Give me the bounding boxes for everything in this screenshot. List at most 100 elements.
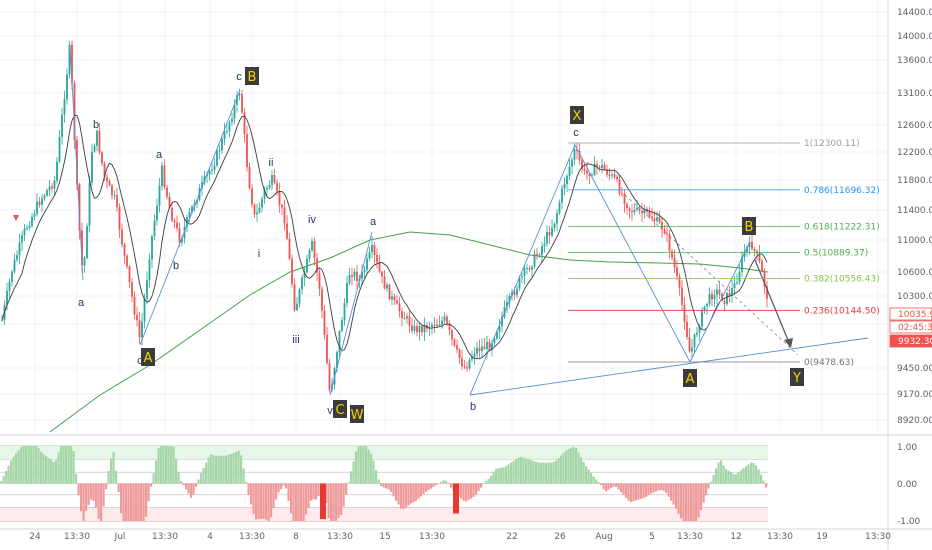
osc-bar xyxy=(435,483,438,486)
price-tick-label: 11400.00 xyxy=(897,206,932,216)
wave-label-v: v xyxy=(327,405,333,417)
osc-bar xyxy=(257,483,260,520)
candle-body xyxy=(513,292,516,296)
candle-body xyxy=(11,271,13,282)
osc-bar xyxy=(272,483,275,508)
osc-bar xyxy=(480,483,483,488)
osc-bar xyxy=(105,483,108,490)
candle-body xyxy=(461,358,463,367)
osc-bar xyxy=(142,483,145,521)
candle-body xyxy=(671,251,673,258)
osc-bar xyxy=(652,483,655,493)
candle-body xyxy=(311,241,313,251)
wave-label-i: i xyxy=(258,248,260,260)
signal-marker xyxy=(13,215,19,221)
candle-body xyxy=(421,325,423,333)
candle-body xyxy=(481,346,483,352)
osc-bar xyxy=(517,457,520,484)
candle-body xyxy=(118,207,121,230)
candle-body xyxy=(761,261,763,272)
osc-bar xyxy=(235,451,238,484)
candle-body xyxy=(298,289,301,304)
fib-level-label: 0.5(10889.37) xyxy=(804,249,868,259)
price-tag-text: 10035.93 xyxy=(898,310,932,320)
candle-body xyxy=(743,252,746,257)
osc-bar xyxy=(55,459,58,484)
time-tick-label: 13:30 xyxy=(767,532,793,542)
candle-body xyxy=(581,160,583,169)
dashed-trend-line xyxy=(624,194,799,356)
candle-body xyxy=(728,293,731,296)
time-tick-label: Jul xyxy=(114,532,126,542)
candle-body xyxy=(448,323,451,331)
osc-bar xyxy=(475,483,478,495)
candle-body xyxy=(411,325,413,331)
osc-bar xyxy=(395,483,398,501)
candle-body xyxy=(566,175,568,185)
price-tick-label: 12600.00 xyxy=(897,121,932,131)
osc-bar xyxy=(687,483,690,521)
osc-bar xyxy=(0,481,3,484)
osc-bar xyxy=(332,483,335,521)
candle-body xyxy=(106,177,108,182)
osc-bar xyxy=(232,452,235,484)
candle-body xyxy=(656,217,658,221)
candle-body xyxy=(563,184,566,189)
candle-body xyxy=(251,188,253,205)
candle-body xyxy=(263,189,266,199)
candle-body xyxy=(553,223,556,228)
candle-body xyxy=(103,163,106,178)
osc-bar xyxy=(470,483,473,499)
osc-bar xyxy=(350,471,353,484)
candle-body xyxy=(623,193,626,204)
candle-body xyxy=(576,149,578,151)
osc-bar xyxy=(597,482,600,484)
osc-bar xyxy=(387,483,390,490)
candle-body xyxy=(291,258,293,285)
osc-bar xyxy=(540,462,543,484)
time-axis[interactable]: 24 13:30 Jul 13:30 4 13:30 8 13:30 15 13:30 22 26 Au… xyxy=(29,532,891,542)
candle-body xyxy=(378,262,381,272)
candle-body xyxy=(308,250,311,259)
candle-body xyxy=(131,282,133,297)
osc-bar xyxy=(342,483,345,507)
osc-bar xyxy=(210,454,213,484)
osc-bar xyxy=(755,465,758,484)
osc-bar xyxy=(705,483,708,496)
osc-bar xyxy=(425,483,428,492)
osc-bar xyxy=(765,483,768,488)
candle-body xyxy=(293,284,296,310)
osc-bar xyxy=(707,483,710,489)
osc-bar xyxy=(430,483,433,489)
osc-bar xyxy=(147,483,150,502)
osc-bar xyxy=(720,460,723,484)
osc-bar xyxy=(612,483,615,487)
osc-bar xyxy=(620,483,623,493)
osc-bar xyxy=(667,483,670,497)
candle-body xyxy=(463,366,466,368)
osc-bar xyxy=(102,483,105,507)
ma200-line xyxy=(49,231,769,433)
price-tick-label: 14000.00 xyxy=(897,32,932,42)
candle-body xyxy=(296,303,298,310)
candle-body xyxy=(231,118,233,123)
osc-bar xyxy=(542,462,545,484)
price-axis[interactable]: 14400.00 14000.00 13600.00 13100.00 12600.00… xyxy=(897,8,932,527)
projection-arrowhead xyxy=(784,338,793,348)
osc-bar xyxy=(60,446,63,484)
candle-body xyxy=(203,176,206,183)
wave-label-c: c xyxy=(137,355,143,367)
candle-body xyxy=(396,300,398,304)
candle-body xyxy=(763,271,766,287)
candle-body xyxy=(766,286,768,299)
wave-label-a: a xyxy=(156,149,163,161)
osc-bar xyxy=(377,479,380,484)
osc-bar xyxy=(90,483,93,500)
osc-bar xyxy=(20,446,23,484)
osc-bar xyxy=(532,461,535,484)
candle-body xyxy=(638,207,641,211)
candle-body xyxy=(233,104,236,119)
osc-bar xyxy=(662,483,665,491)
candle-body xyxy=(33,213,36,217)
time-tick-label: Aug xyxy=(595,532,613,542)
